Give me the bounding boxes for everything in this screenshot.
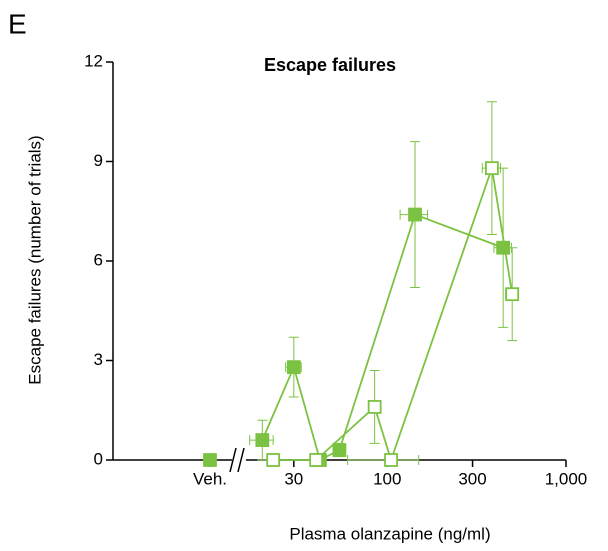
point (309, 453, 324, 467)
x-tick-label: 30 (284, 469, 303, 488)
vehicle-point (203, 453, 217, 467)
point (485, 161, 499, 176)
series-line (261, 213, 504, 462)
x-tick-label: Veh. (193, 469, 227, 488)
y-tick-label: 0 (94, 449, 103, 468)
point (286, 360, 301, 375)
x-tick-label: 1,000 (545, 469, 588, 488)
series-line (273, 167, 514, 463)
point (384, 453, 398, 467)
point (266, 453, 281, 467)
x-axis-label: Plasma olanzapine (ng/ml) (289, 524, 490, 543)
point (408, 207, 422, 222)
x-tick-label: 100 (373, 469, 401, 488)
y-tick-label: 12 (84, 51, 103, 70)
y-tick-label: 3 (94, 350, 103, 369)
y-tick-label: 9 (94, 151, 103, 170)
axis-break (229, 447, 245, 473)
y-tick-label: 6 (94, 250, 103, 269)
x-tick-label: 300 (458, 469, 486, 488)
point (505, 287, 520, 302)
point (255, 433, 270, 448)
point (332, 443, 347, 457)
x-error-bar (347, 455, 420, 465)
y-axis-label: Escape failures (number of trials) (25, 135, 44, 384)
point (367, 400, 382, 414)
panel-letter: E (8, 8, 27, 39)
chart-title: Escape failures (264, 55, 396, 75)
